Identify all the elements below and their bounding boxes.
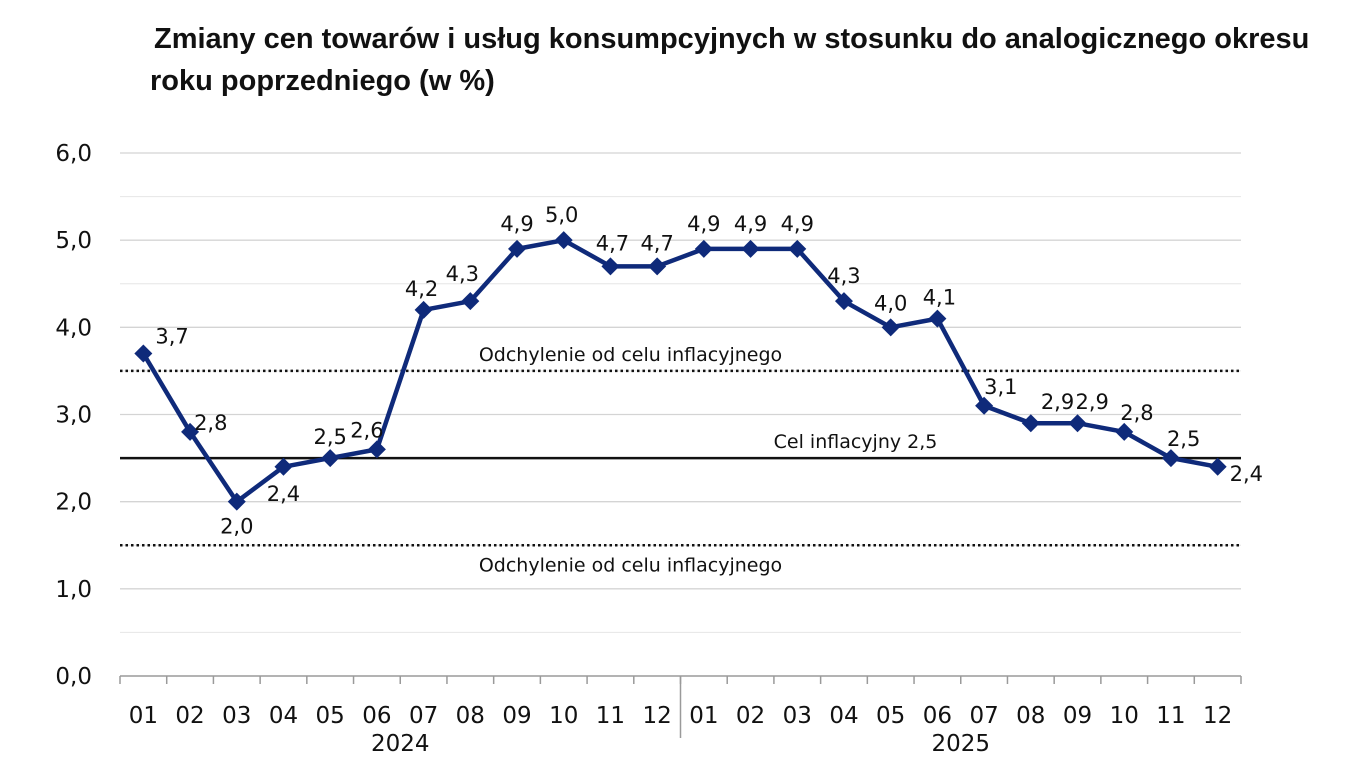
y-tick-label: 5,0 (55, 228, 92, 254)
data-label: 4,3 (446, 262, 479, 286)
axes: 0,0 1,0 2,0 3,0 4,0 5,0 6,0 01 02 03 04 05 06 07 08 09 1… (55, 141, 1242, 757)
x-tick-label: 05 (876, 703, 905, 729)
x-tick-label: 02 (175, 703, 204, 729)
data-label: 2,5 (1167, 427, 1200, 451)
x-tick-label: 05 (316, 703, 345, 729)
data-point (461, 292, 480, 311)
y-tick-label: 1,0 (55, 577, 92, 603)
x-tick-label: 01 (689, 703, 718, 729)
x-tick-label: 01 (129, 703, 158, 729)
chart-title-line-1: Zmiany cen towarów i usług konsumpcyjnyc… (154, 23, 1310, 55)
data-point (554, 231, 573, 250)
x-tick-label: 08 (1016, 703, 1045, 729)
data-point (1115, 422, 1134, 441)
data-point (1021, 414, 1040, 433)
reference-line-label: Odchylenie od celu inflacyjnego (479, 344, 782, 366)
data-label: 2,9 (1041, 390, 1074, 414)
data-point (601, 257, 620, 276)
x-tick-label: 12 (1203, 703, 1232, 729)
data-point (321, 449, 340, 468)
x-tick-label: 10 (1110, 703, 1139, 729)
data-point (694, 239, 713, 258)
data-point (975, 396, 994, 415)
x-tick-label: 06 (923, 703, 952, 729)
data-point (1068, 414, 1087, 433)
year-label: 2024 (371, 731, 430, 757)
data-point (367, 440, 386, 459)
data-label: 2,5 (313, 425, 346, 449)
data-label: 4,7 (596, 231, 629, 255)
y-tick-label: 0,0 (55, 664, 92, 690)
data-point (928, 309, 947, 328)
data-label: 4,9 (500, 212, 533, 236)
x-tick-label: 03 (222, 703, 251, 729)
x-tick-label: 03 (783, 703, 812, 729)
data-label: 4,7 (640, 231, 673, 255)
year-label: 2025 (931, 731, 990, 757)
data-label: 4,2 (405, 277, 438, 301)
data-label: 4,9 (687, 212, 720, 236)
data-point (741, 239, 760, 258)
data-point (834, 292, 853, 311)
x-tick-label: 12 (643, 703, 672, 729)
data-label: 2,6 (350, 418, 383, 442)
x-tick-label: 07 (409, 703, 438, 729)
x-tick-label: 07 (969, 703, 998, 729)
data-point (788, 239, 807, 258)
data-label: 4,1 (923, 286, 956, 310)
data-point (881, 318, 900, 337)
data-label: 2,0 (220, 515, 253, 539)
x-tick-label: 02 (736, 703, 765, 729)
data-label: 4,0 (874, 291, 907, 315)
y-tick-label: 2,0 (55, 490, 92, 516)
data-label: 4,3 (827, 264, 860, 288)
x-tick-label: 04 (269, 703, 298, 729)
data-point (1161, 449, 1180, 468)
x-tick-label: 04 (829, 703, 858, 729)
y-tick-label: 3,0 (55, 403, 92, 429)
x-tick-label: 08 (456, 703, 485, 729)
data-point (1208, 457, 1227, 476)
data-label: 4,9 (734, 212, 767, 236)
data-label: 2,4 (1230, 462, 1263, 486)
data-point (274, 457, 293, 476)
data-label: 2,4 (267, 482, 300, 506)
reference-line-label: Odchylenie od celu inflacyjnego (479, 554, 782, 576)
data-label: 2,8 (1120, 401, 1153, 425)
data-point (508, 239, 527, 258)
data-point (227, 492, 246, 511)
reference-line-label: Cel inflacyjny 2,5 (774, 431, 938, 453)
data-labels: 3,72,82,02,42,5 2,64,24,34,9 5,04,7 4,74,9 4… (155, 203, 1263, 539)
data-label: 3,1 (984, 375, 1017, 399)
chart-title: Zmiany cen towarów i usług konsumpcyjnyc… (150, 18, 1345, 102)
chart-title-line-2: roku poprzedniego (w %) (150, 65, 495, 97)
data-label: 2,9 (1076, 390, 1109, 414)
data-label: 2,8 (194, 411, 227, 435)
data-point (134, 344, 153, 363)
series-line (134, 231, 1227, 511)
gridlines (120, 152, 1241, 633)
x-tick-label: 06 (362, 703, 391, 729)
data-point (648, 257, 667, 276)
data-label: 3,7 (155, 324, 188, 348)
data-point (414, 300, 433, 319)
x-tick-label: 09 (1063, 703, 1092, 729)
data-label: 5,0 (545, 203, 578, 227)
x-tick-label: 09 (502, 703, 531, 729)
data-label: 4,9 (781, 212, 814, 236)
data-point (181, 422, 200, 441)
y-tick-label: 6,0 (55, 141, 92, 167)
reference-lines: Cel inflacyjny 2,5 Odchylenie od celu inf… (120, 344, 1241, 576)
x-tick-label: 10 (549, 703, 578, 729)
y-tick-label: 4,0 (55, 315, 92, 341)
x-tick-label: 11 (596, 703, 625, 729)
x-tick-label: 11 (1156, 703, 1185, 729)
